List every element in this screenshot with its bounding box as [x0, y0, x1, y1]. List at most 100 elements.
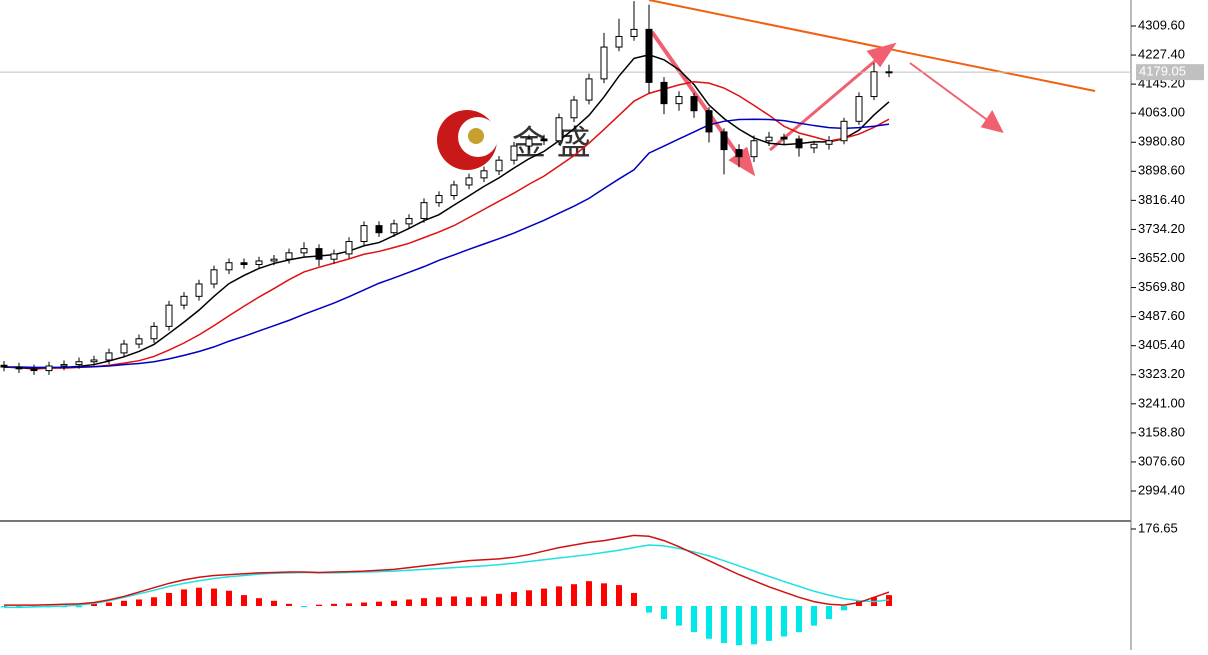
candle-body	[555, 117, 563, 142]
candle-body	[90, 359, 98, 363]
macd-histogram-bar	[796, 606, 802, 633]
macd-histogram-bar	[256, 598, 262, 607]
candle-body	[45, 365, 53, 372]
macd-histogram-bar	[676, 606, 682, 626]
macd-histogram-bar	[391, 600, 397, 607]
macd-histogram-bar	[766, 606, 772, 641]
candle-body	[285, 252, 293, 260]
candle-body	[870, 71, 878, 98]
candle-body	[465, 177, 473, 186]
macd-histogram-bar	[376, 601, 382, 607]
y-tick-label: 3405.40	[1138, 337, 1185, 352]
candle-body	[690, 96, 698, 112]
arrow-forecast	[909, 62, 991, 123]
macd-line	[4, 544, 890, 609]
macd-histogram-bar	[346, 603, 352, 607]
candle-body	[795, 138, 803, 149]
y-tick-label: 3980.80	[1138, 134, 1185, 149]
candle-body	[600, 46, 608, 80]
candle-body	[705, 110, 713, 133]
macd-histogram-bar	[511, 592, 517, 607]
arrow-head	[866, 42, 897, 68]
macd-histogram-bar	[436, 597, 442, 607]
macd-histogram-bar	[721, 606, 727, 644]
candle-body	[210, 269, 218, 285]
macd-tick-label: 176.65	[1138, 520, 1178, 535]
macd-histogram-bar	[361, 602, 367, 607]
macd-histogram-bar	[751, 606, 757, 645]
y-tick-label: 2994.40	[1138, 482, 1185, 497]
signal-line	[4, 534, 890, 606]
candle-body	[135, 338, 143, 345]
candle-body	[0, 364, 8, 368]
macd-histogram-bar	[691, 606, 697, 633]
macd-histogram-bar	[166, 592, 172, 607]
y-tick-label: 3734.20	[1138, 221, 1185, 236]
macd-histogram-bar	[196, 587, 202, 607]
candle-body	[180, 295, 188, 306]
macd-histogram-bar	[526, 590, 532, 607]
macd-histogram-bar	[781, 606, 787, 637]
macd-histogram-bar	[841, 606, 847, 611]
y-tick-label: 3569.80	[1138, 279, 1185, 294]
arrow-up	[769, 53, 883, 152]
candle-body	[390, 223, 398, 234]
macd-histogram-bar	[271, 600, 277, 607]
macd-histogram-bar	[631, 592, 637, 607]
candle-body	[330, 253, 338, 260]
arrow-head	[980, 110, 1004, 133]
candle-body	[315, 248, 323, 260]
macd-histogram-bar	[811, 606, 817, 626]
candle-body	[750, 140, 758, 158]
candle-body	[420, 202, 428, 220]
macd-histogram-bar	[661, 606, 667, 620]
candle-body	[30, 368, 38, 372]
candle-body	[450, 184, 458, 197]
macd-histogram-bar	[421, 598, 427, 607]
candle-body	[150, 325, 158, 340]
candle-body	[525, 138, 533, 147]
macd-histogram-bar	[826, 606, 832, 620]
y-tick-label: 4063.00	[1138, 105, 1185, 120]
macd-histogram-bar	[331, 603, 337, 607]
candle-body	[15, 366, 23, 370]
macd-histogram-bar	[496, 593, 502, 607]
candle-body	[540, 138, 548, 142]
candle-body	[810, 143, 818, 149]
macd-histogram-bar	[226, 590, 232, 607]
y-tick-label: 3076.60	[1138, 453, 1185, 468]
macd-histogram-bar	[151, 597, 157, 607]
candle-body	[480, 170, 488, 179]
macd-histogram-bar	[601, 583, 607, 607]
macd-histogram-bar	[706, 606, 712, 639]
candle-body	[255, 260, 263, 266]
moving-average-line	[3, 54, 890, 370]
macd-histogram-bar	[406, 599, 412, 607]
macd-histogram-bar	[106, 602, 112, 607]
candle-body	[240, 262, 248, 266]
macd-histogram-bar	[856, 600, 862, 607]
trend-line	[648, 0, 1096, 92]
candle-body	[825, 140, 833, 145]
moving-average-line	[4, 118, 890, 369]
candle-body	[615, 35, 623, 48]
y-tick-label: 3323.20	[1138, 366, 1185, 381]
macd-histogram-bar	[451, 596, 457, 607]
macd-histogram-bar	[211, 588, 217, 607]
candle-body	[195, 283, 203, 297]
candle-body	[840, 120, 848, 142]
candle-body	[270, 258, 278, 262]
y-tick-label: 3158.80	[1138, 424, 1185, 439]
candle-body	[570, 99, 578, 119]
macd-histogram-bar	[571, 584, 577, 607]
macd-histogram-bar	[301, 606, 307, 608]
candle-body	[855, 96, 863, 122]
candle-body	[495, 159, 503, 172]
macd-histogram-bar	[556, 586, 562, 607]
macd-histogram-bar	[466, 597, 472, 607]
macd-histogram-bar	[481, 596, 487, 607]
candle-body	[345, 241, 353, 255]
candle-body	[435, 195, 443, 204]
y-tick-label: 3816.40	[1138, 192, 1185, 207]
